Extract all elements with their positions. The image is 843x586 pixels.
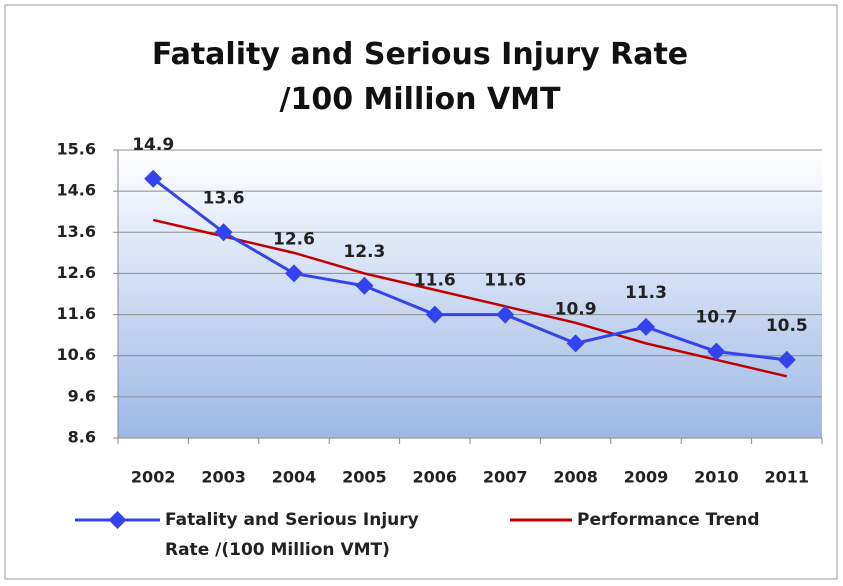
- y-tick-label: 11.6: [57, 304, 96, 323]
- y-tick-label: 12.6: [57, 263, 96, 282]
- data-label: 12.3: [343, 242, 385, 262]
- legend-label: Fatality and Serious Injury Rate /(100 M…: [165, 510, 419, 560]
- x-tick-label: 2004: [272, 468, 317, 487]
- x-tick-label: 2011: [765, 468, 810, 487]
- x-tick-label: 2010: [694, 468, 739, 487]
- data-label: 11.3: [625, 283, 667, 303]
- x-tick-label: 2007: [483, 468, 528, 487]
- series-line: [152, 218, 788, 378]
- point: [425, 305, 444, 324]
- data-label: 11.6: [414, 271, 456, 291]
- plot-area: [118, 150, 822, 438]
- data-label: 11.6: [484, 271, 526, 291]
- x-tick-label: 2008: [553, 468, 598, 487]
- legend-label: Performance Trend: [577, 510, 760, 530]
- x-tick-label: 2002: [131, 468, 176, 487]
- data-label: 10.7: [695, 308, 737, 328]
- y-tick-label: 14.6: [57, 181, 96, 200]
- y-tick-label: 13.6: [57, 222, 96, 241]
- x-tick-label: 2009: [624, 468, 669, 487]
- data-label: 14.9: [132, 135, 174, 155]
- y-tick-label: 8.6: [68, 428, 96, 447]
- chart-title: Fatality and Serious Injury Rate/100 Mil…: [152, 37, 688, 117]
- data-label: 10.5: [766, 316, 808, 336]
- y-tick-label: 15.6: [57, 140, 96, 159]
- data-label: 13.6: [203, 188, 245, 208]
- data-label: 10.9: [555, 299, 597, 319]
- point: [144, 169, 163, 188]
- point: [285, 264, 303, 283]
- point: [496, 305, 515, 324]
- series-line: [152, 177, 787, 362]
- point: [777, 350, 796, 369]
- y-tick-label: 10.6: [57, 345, 96, 364]
- point: [566, 334, 585, 353]
- x-tick-label: 2006: [413, 468, 458, 487]
- data-label: 12.6: [273, 229, 315, 249]
- point: [707, 342, 726, 361]
- legend-marker: [108, 511, 127, 529]
- x-tick-label: 2003: [201, 468, 246, 487]
- point: [214, 223, 233, 242]
- x-tick-label: 2005: [342, 468, 387, 487]
- point: [637, 317, 655, 336]
- point: [355, 276, 374, 295]
- y-tick-label: 9.6: [68, 386, 96, 405]
